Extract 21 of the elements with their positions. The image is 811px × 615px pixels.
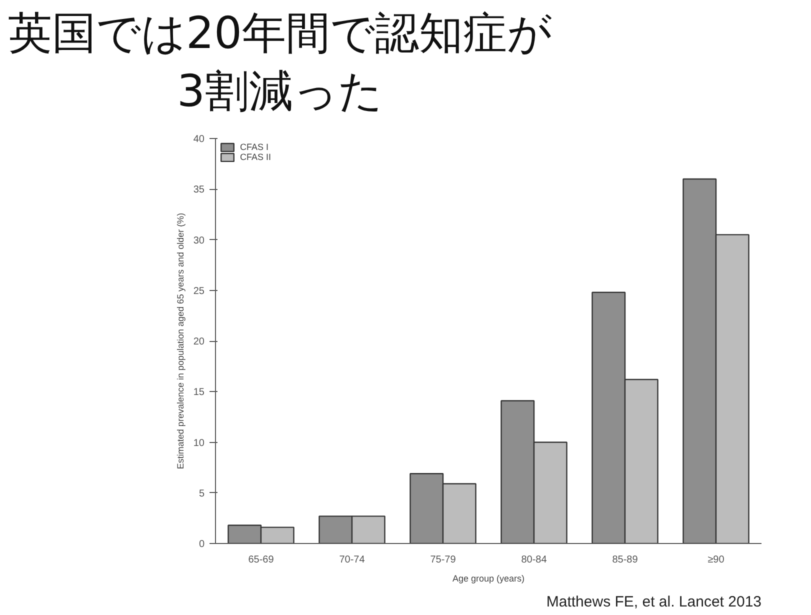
legend-label: CFAS II: [240, 152, 272, 162]
x-tick-label: 75-79: [430, 554, 456, 566]
x-tick-label: 70-74: [339, 554, 366, 566]
x-tick-label: 80-84: [521, 554, 548, 566]
y-axis-title: Estimated prevalence in population aged 65 years and older (%): [175, 212, 186, 470]
y-tick-label: 0: [198, 539, 205, 550]
x-tick-label: 85-89: [612, 554, 638, 566]
y-tick-label: 35: [193, 184, 205, 196]
y-tick-label: 15: [193, 387, 205, 398]
x-axis-title: Age group (years): [452, 574, 525, 584]
y-tick-label: 20: [193, 336, 205, 348]
y-tick-label: 25: [193, 286, 205, 297]
x-tick-label: 65-69: [248, 554, 274, 566]
y-tick-label: 40: [193, 134, 205, 145]
x-tick-label: ≥90: [708, 554, 725, 566]
legend-label: CFAS I: [240, 142, 269, 152]
text: Matthews FE, et al. Lancet 2013: [546, 594, 762, 610]
y-tick-label: 10: [193, 438, 205, 449]
chart-title: 英国では20年間で認知症が3割減った: [7, 7, 553, 119]
y-tick-label: 5: [198, 488, 205, 500]
y-tick-label: 30: [193, 235, 205, 246]
